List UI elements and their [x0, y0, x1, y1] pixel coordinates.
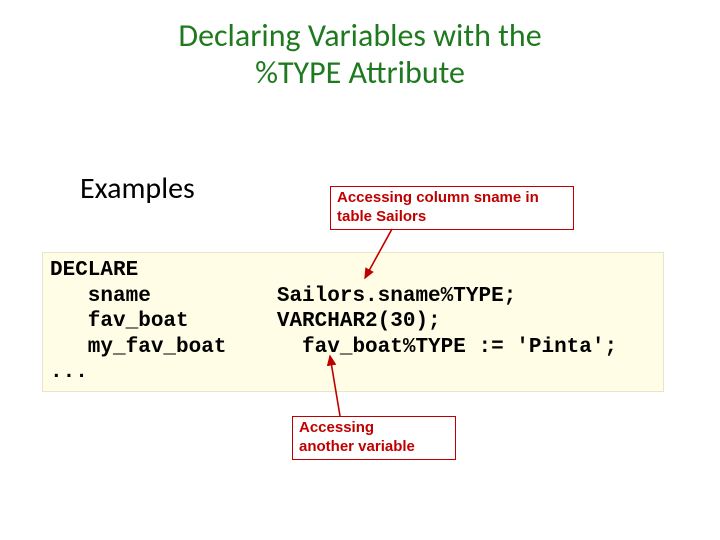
code-line-1: DECLARE — [50, 259, 138, 282]
code-line-2: sname Sailors.sname%TYPE; — [50, 285, 516, 308]
slide-title: Declaring Variables with the %TYPE Attri… — [0, 18, 720, 92]
title-line-1: Declaring Variables with the — [178, 16, 541, 55]
callout-top: Accessing column sname in table Sailors — [330, 186, 574, 230]
callout-top-line1: Accessing column sname in — [337, 189, 539, 206]
code-block: DECLARE sname Sailors.sname%TYPE; fav_bo… — [50, 258, 617, 386]
callout-top-line2: table Sailors — [337, 208, 426, 225]
code-line-3: fav_boat VARCHAR2(30); — [50, 310, 441, 333]
callout-bottom-line2: another variable — [299, 438, 415, 455]
callout-bottom: Accessing another variable — [292, 416, 456, 460]
subtitle-examples: Examples — [80, 170, 195, 207]
callout-bottom-line1: Accessing — [299, 419, 374, 436]
code-line-4: my_fav_boat fav_boat%TYPE := 'Pinta'; — [50, 336, 617, 359]
slide: Declaring Variables with the %TYPE Attri… — [0, 0, 720, 540]
title-line-2: %TYPE Attribute — [255, 53, 465, 92]
code-line-5: ... — [50, 361, 88, 384]
